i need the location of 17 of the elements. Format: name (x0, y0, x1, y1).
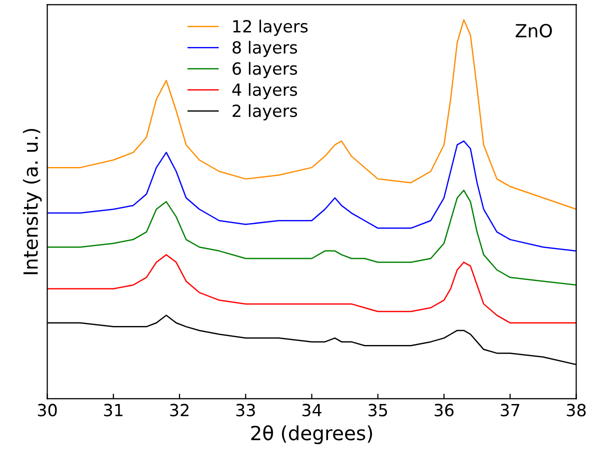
x-tick-label: 35 (368, 404, 388, 416)
x-tick-label: 37 (500, 404, 520, 416)
x-tick-label: 32 (170, 404, 188, 416)
y-axis-title: Intensity (a. u.) (22, 128, 42, 274)
legend-label: 6 layers (232, 62, 298, 78)
legend-label: 2 layers (232, 104, 298, 120)
x-axis-title: 2θ (degrees) (251, 425, 372, 444)
annotation: ZnO (516, 24, 552, 38)
x-tick-label: 30 (38, 404, 57, 416)
x-tick-label: 31 (104, 404, 122, 416)
legend-label: 4 layers (232, 83, 298, 100)
x-tick-label: 34 (302, 404, 322, 416)
legend-label: 8 layers (232, 40, 298, 57)
x-tick-label: 36 (434, 404, 454, 416)
legend-label: 12 layers (233, 20, 308, 36)
x-tick-label: 38 (566, 404, 586, 416)
x-tick-label: 33 (236, 404, 255, 416)
